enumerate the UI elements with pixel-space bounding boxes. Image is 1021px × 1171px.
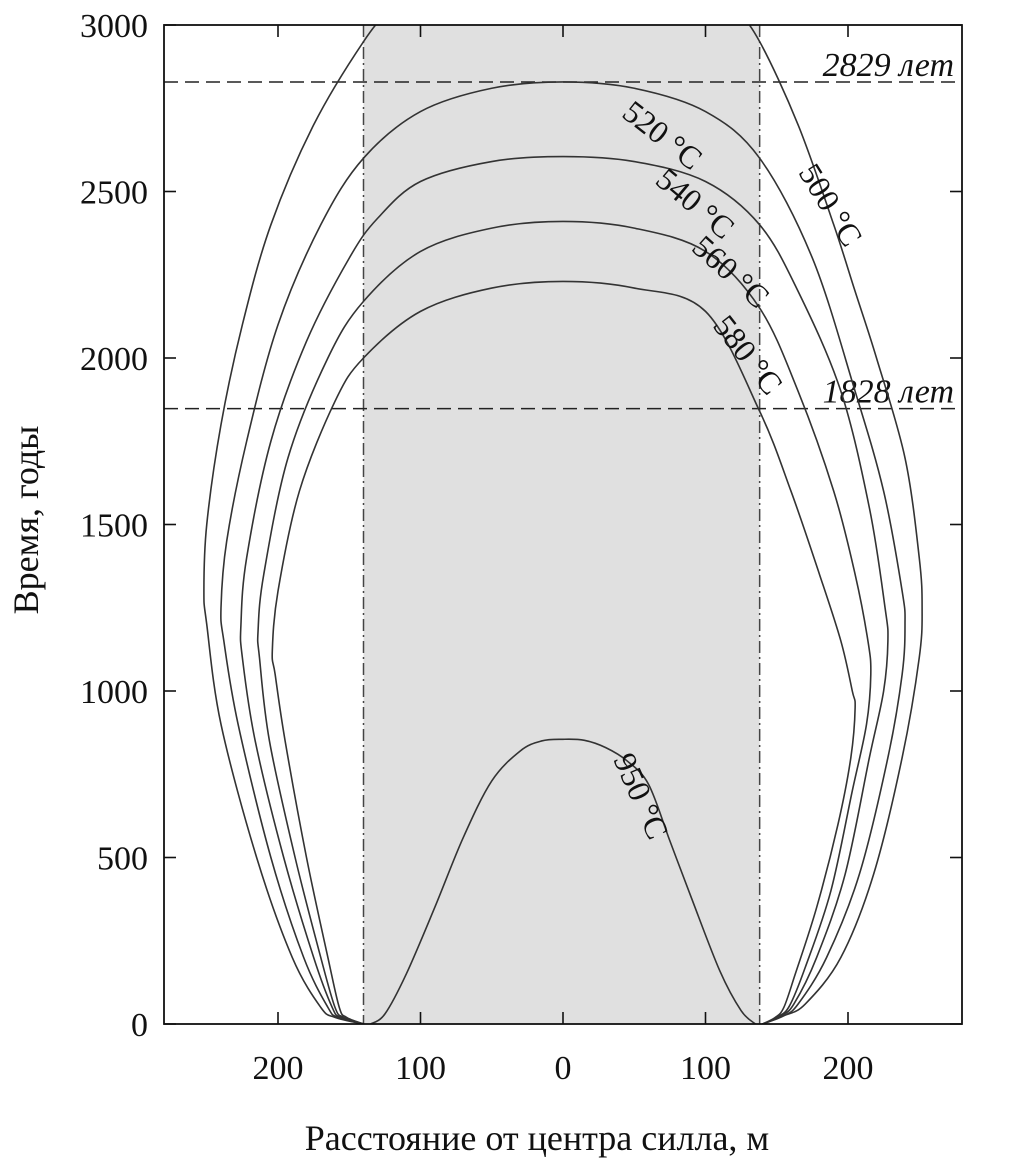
series-540-cc-line [239, 155, 889, 1024]
sill-zone [363, 25, 760, 1024]
x-tick-label: 200 [823, 1050, 874, 1087]
series-580-cc-line [271, 280, 856, 1024]
y-tick-label: 0 [131, 1007, 148, 1044]
reference-label-background [812, 47, 956, 80]
y-tick-label: 2500 [80, 175, 148, 212]
series-500-cc-line [203, 25, 923, 1024]
series-520-cc-line [220, 81, 906, 1024]
x-tick-label: 100 [680, 1050, 731, 1087]
reference-label-2: 1828 лет [823, 374, 954, 411]
y-tick-label: 500 [97, 841, 148, 878]
y-tick-label: 3000 [80, 8, 148, 45]
y-axis-label: Время, годы [6, 426, 46, 615]
reference-lines-layer: 2829 лет 1828 лет [164, 47, 962, 411]
sill-zone-layer [362, 25, 761, 1024]
x-tick-label: 200 [253, 1050, 304, 1087]
series-layer [203, 25, 923, 1024]
y-tick-label: 1500 [80, 508, 148, 545]
x-tick-label: 0 [555, 1050, 572, 1087]
x-tick-label: 100 [395, 1050, 446, 1087]
x-axis-label: Расстояние от центра силла, м [305, 1118, 769, 1158]
y-tick-label: 2000 [80, 341, 148, 378]
contour-label-group: 500 °C [792, 157, 870, 253]
y-tick-label: 1000 [80, 674, 148, 711]
series-560-cc-line [256, 220, 872, 1024]
reference-label-1: 2829 лет [823, 47, 954, 84]
series-950-cc-line [370, 738, 756, 1024]
